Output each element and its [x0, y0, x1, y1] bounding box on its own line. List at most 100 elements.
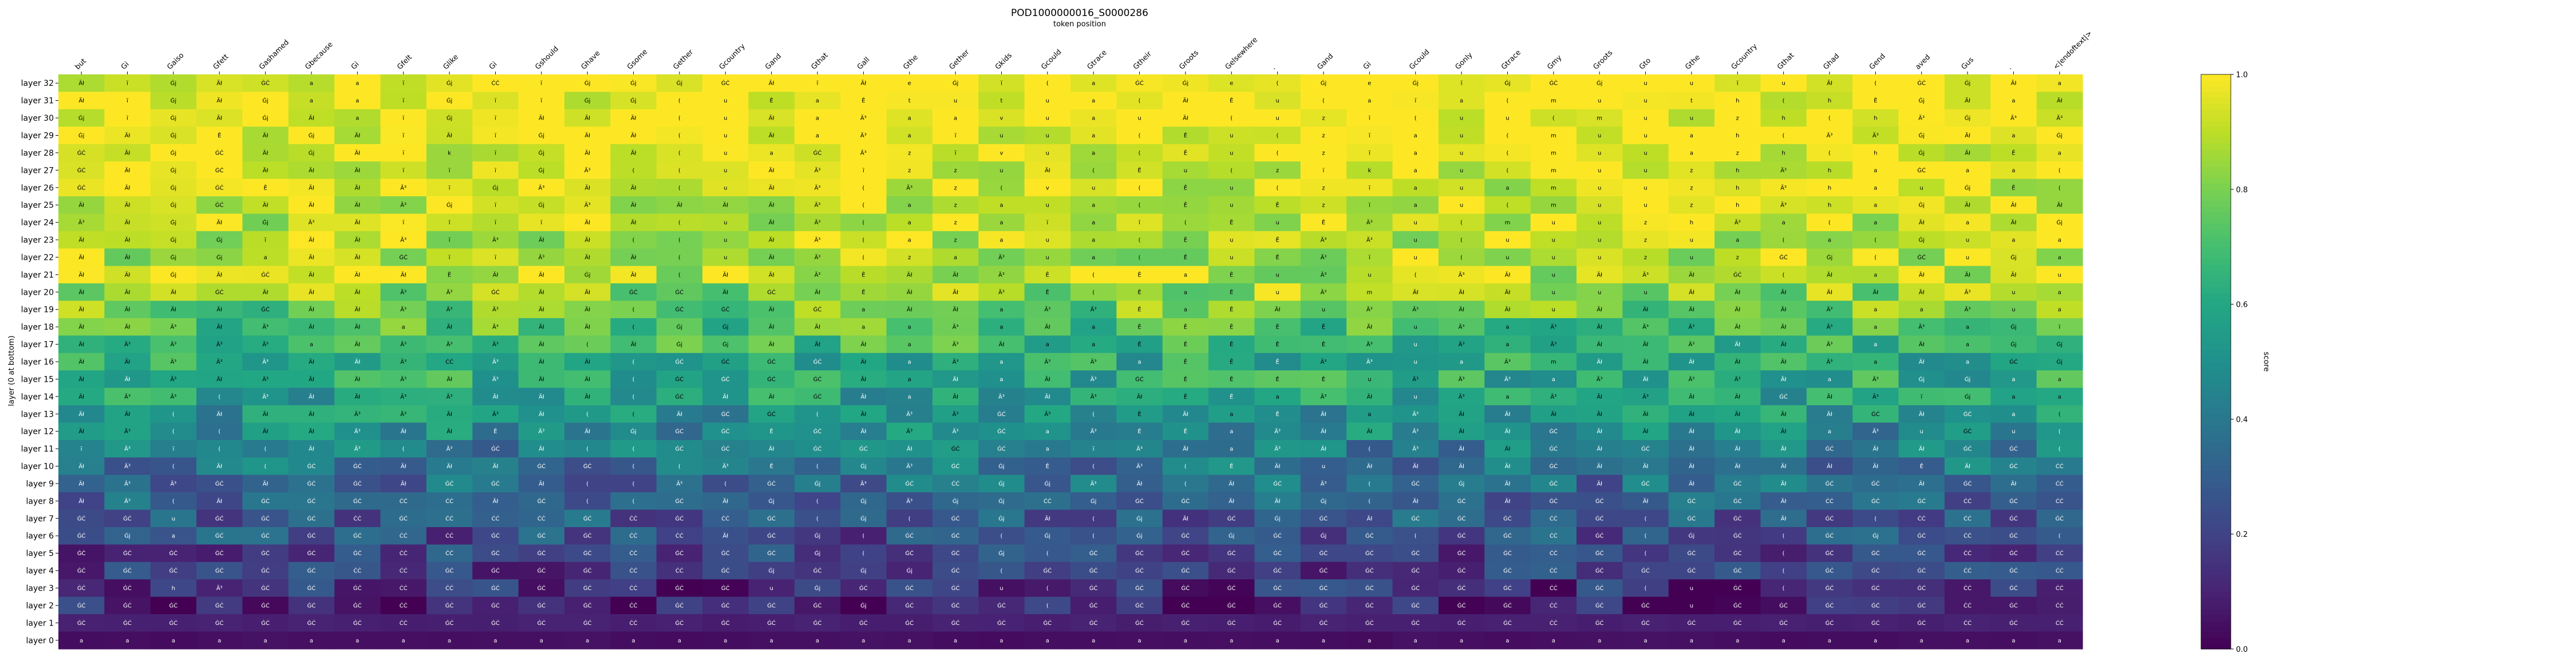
cell-token-text: ĠĊ — [1503, 619, 1512, 627]
cell-token-text: Äł — [1735, 410, 1740, 418]
cell-token-text: ĠĊ — [2009, 549, 2018, 557]
heatmap-cell — [1990, 109, 2037, 127]
cell-token-text: Ä³ — [1459, 375, 1465, 383]
cell-token-text: Äł — [125, 184, 131, 191]
cell-token-text: ĠĊ — [1595, 497, 1604, 505]
heatmap-cell — [288, 161, 335, 180]
heatmap-cell — [150, 74, 197, 93]
cell-token-text: ĠĊ — [721, 619, 730, 627]
cell-token-text: Ä³ — [492, 410, 499, 418]
cell-token-text: Äł — [1045, 375, 1050, 383]
cell-token-text: ( — [586, 481, 588, 487]
cell-token-text: ( — [1139, 255, 1141, 261]
heatmap-cell — [1760, 231, 1807, 249]
heatmap-cell — [58, 213, 105, 232]
heatmap-cell — [1300, 126, 1347, 145]
cell-token-text: a — [1643, 638, 1647, 644]
heatmap-cell — [886, 144, 933, 162]
heatmap-cell — [840, 74, 887, 93]
cell-token-text: ĠĊ — [215, 201, 224, 209]
cell-token-text: a — [908, 342, 911, 348]
heatmap-cell — [1530, 196, 1577, 214]
cell-token-text: Äł — [539, 375, 544, 383]
cell-token-text: a — [2012, 394, 2015, 400]
heatmap-cell — [1162, 74, 1209, 93]
heatmap-cell — [1162, 248, 1209, 267]
cell-token-text: ï — [1368, 185, 1370, 191]
cell-token-text: ( — [1322, 98, 1325, 104]
cell-token-text: Ä³ — [1321, 393, 1327, 400]
cell-token-text: u — [1598, 203, 1601, 209]
cell-token-text: u — [1643, 168, 1647, 174]
heatmap-cell — [1668, 179, 1715, 197]
cell-token-text: ( — [1874, 255, 1876, 261]
heatmap-cell — [1852, 126, 1899, 145]
cell-token-text: u — [1230, 255, 1233, 261]
heatmap-cell — [886, 161, 933, 180]
cell-token-text: a — [1460, 98, 1463, 104]
heatmap-cell — [242, 196, 289, 214]
cell-token-text: ĠĊ — [307, 462, 316, 470]
cell-token-text: Ä³ — [1688, 375, 1694, 383]
cell-token-text: ( — [1139, 98, 1141, 104]
colorbar-gradient-step — [2201, 643, 2231, 650]
cell-token-text: Ġj — [447, 201, 453, 209]
cell-token-text: Ê — [1230, 271, 1233, 278]
cell-token-text: ( — [1001, 568, 1003, 575]
cell-token-text: Ġj — [677, 323, 683, 331]
cell-token-text: Ä³ — [1735, 219, 1741, 226]
colorbar-gradient-step — [2201, 344, 2231, 351]
cell-token-text: Ġj — [262, 97, 268, 104]
column-tick-label: Glike — [441, 52, 460, 71]
heatmap-cell — [1898, 144, 1945, 162]
heatmap-cell — [150, 196, 197, 214]
cell-token-text: ( — [1460, 255, 1463, 261]
cell-token-text: ĠĊ — [215, 532, 224, 540]
cell-token-text: a — [2012, 638, 2015, 644]
heatmap-cell — [1024, 161, 1071, 180]
cell-token-text: Äł — [78, 201, 84, 209]
cell-token-text: ĠĊ — [767, 480, 776, 487]
cell-token-text: a — [1092, 98, 1095, 104]
cell-token-text: u — [1690, 585, 1693, 592]
heatmap-cell — [840, 196, 887, 214]
heatmap-cell — [932, 144, 979, 162]
cell-token-text: Ê — [1137, 410, 1141, 418]
cell-token-text: u — [724, 150, 727, 156]
cell-token-text: ( — [172, 411, 175, 418]
cell-token-text: Ê — [1137, 271, 1141, 278]
heatmap-cell — [518, 92, 565, 110]
cell-token-text: ( — [1092, 290, 1095, 296]
cell-token-text: ĠĊ — [261, 497, 270, 505]
heatmap-cell — [748, 144, 795, 162]
cell-token-text: u — [1643, 290, 1647, 296]
colorbar-gradient-step — [2201, 195, 2231, 201]
heatmap-cell — [2036, 248, 2083, 267]
cell-token-text: Ê — [1275, 375, 1279, 383]
cell-token-text: t — [1000, 98, 1002, 104]
heatmap-cell — [426, 248, 473, 267]
cell-token-text: a — [1184, 272, 1187, 278]
cell-token-text: ĠĊ — [951, 549, 960, 557]
cell-token-text: ĠĊ — [1503, 549, 1512, 557]
cell-token-text: ï — [126, 98, 128, 104]
heatmap-cell — [150, 231, 197, 249]
cell-token-text: Ä³ — [1091, 480, 1097, 487]
cell-token-text: Äł — [1827, 393, 1832, 400]
cell-token-text: Ġj — [1136, 532, 1143, 540]
colorbar-gradient-step — [2201, 557, 2231, 563]
heatmap-cell — [794, 213, 841, 232]
cell-token-text: Ä³ — [1780, 167, 1787, 174]
colorbar-gradient-step — [2201, 620, 2231, 627]
cell-token-text: ĠĊ — [1917, 254, 1926, 261]
column-tick-label: Gonly — [1453, 50, 1475, 72]
heatmap-cell — [702, 161, 749, 180]
cell-token-text: Ä³ — [1321, 271, 1327, 278]
colorbar-gradient-step — [2201, 304, 2231, 311]
cell-token-text: ï — [80, 446, 82, 453]
cell-token-text: Ġj — [539, 132, 545, 139]
heatmap-cell — [426, 109, 473, 127]
heatmap-cell — [1070, 126, 1117, 145]
cell-token-text: ï — [448, 255, 451, 261]
